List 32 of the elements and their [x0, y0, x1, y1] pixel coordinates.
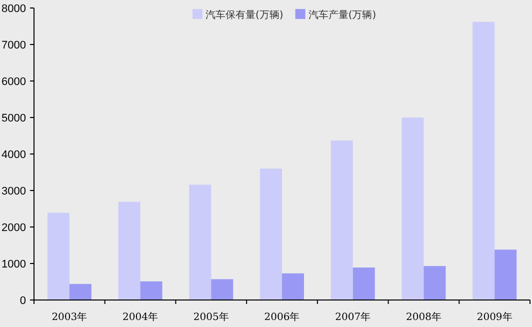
- bar: [47, 212, 70, 300]
- bar: [211, 279, 234, 300]
- x-tick-label: 2009年: [476, 311, 512, 323]
- x-tick-label: 2007年: [335, 311, 371, 323]
- bar: [260, 168, 282, 300]
- bar: [494, 250, 517, 300]
- y-tick-label: 8000: [2, 3, 26, 15]
- y-tick-label: 3000: [2, 186, 26, 198]
- bar: [189, 184, 212, 300]
- bar: [424, 266, 446, 300]
- bar: [140, 281, 162, 300]
- y-tick-label: 5000: [2, 112, 26, 124]
- x-tick-label: 2004年: [122, 311, 158, 323]
- bar: [402, 118, 424, 300]
- bar: [352, 268, 375, 300]
- x-tick-label: 2006年: [264, 311, 300, 323]
- legend-label: 汽车保有量(万辆): [206, 9, 284, 21]
- bar: [118, 202, 140, 300]
- y-tick-label: 6000: [2, 76, 26, 88]
- bar: [330, 140, 353, 300]
- y-tick-label: 0: [20, 295, 26, 307]
- bar: [472, 22, 495, 300]
- y-tick-label: 4000: [2, 149, 26, 161]
- y-tick-label: 2000: [2, 222, 26, 234]
- bar: [282, 273, 304, 300]
- legend-label: 汽车产量(万辆): [308, 9, 376, 21]
- y-tick-label: 7000: [2, 40, 26, 52]
- x-tick-label: 2003年: [52, 311, 88, 323]
- x-tick-label: 2008年: [406, 311, 442, 323]
- bar: [69, 284, 92, 300]
- x-tick-label: 2005年: [193, 311, 229, 323]
- y-tick-label: 1000: [2, 258, 26, 270]
